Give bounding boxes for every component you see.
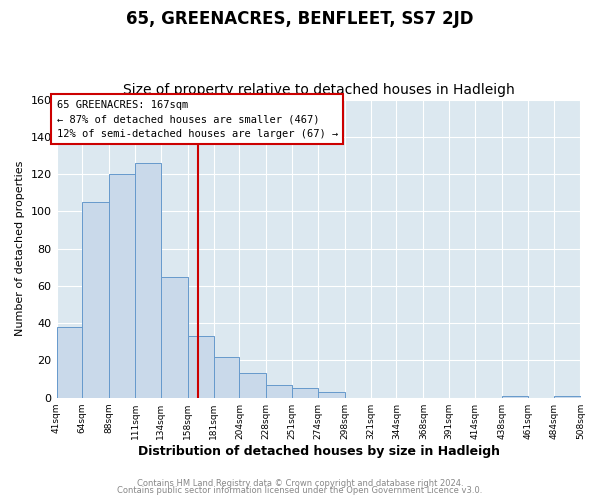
Bar (135, 163, 161, 398)
Bar (214, 356, 239, 398)
Text: Contains HM Land Registry data © Crown copyright and database right 2024.: Contains HM Land Registry data © Crown c… (137, 478, 463, 488)
Bar (318, 392, 345, 398)
Bar (266, 384, 292, 398)
Bar (502, 396, 528, 398)
Bar (82, 202, 109, 398)
Bar (188, 336, 214, 398)
X-axis label: Distribution of detached houses by size in Hadleigh: Distribution of detached houses by size … (137, 444, 500, 458)
Text: 65 GREENACRES: 167sqm
← 87% of detached houses are smaller (467)
12% of semi-det: 65 GREENACRES: 167sqm ← 87% of detached … (56, 100, 338, 139)
Bar (239, 374, 266, 398)
Bar (56, 327, 82, 398)
Bar (109, 174, 135, 398)
Title: Size of property relative to detached houses in Hadleigh: Size of property relative to detached ho… (122, 83, 514, 97)
Y-axis label: Number of detached properties: Number of detached properties (15, 161, 25, 336)
Bar (161, 276, 188, 398)
Bar (292, 388, 318, 398)
Bar (554, 396, 581, 398)
Text: 65, GREENACRES, BENFLEET, SS7 2JD: 65, GREENACRES, BENFLEET, SS7 2JD (126, 10, 474, 28)
Text: Contains public sector information licensed under the Open Government Licence v3: Contains public sector information licen… (118, 486, 482, 495)
